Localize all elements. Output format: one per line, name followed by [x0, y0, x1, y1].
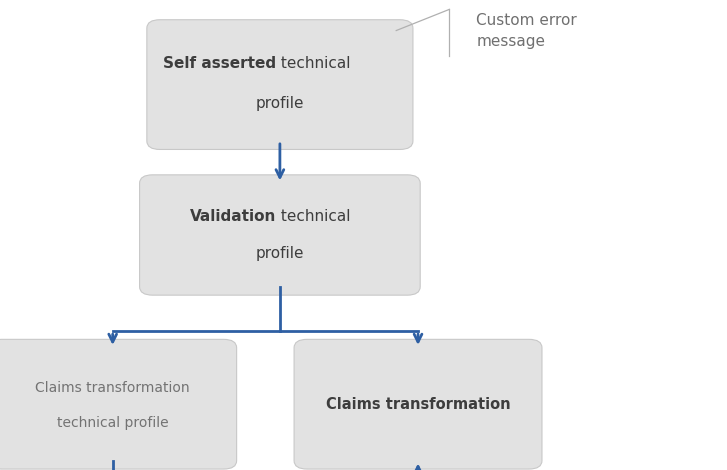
FancyBboxPatch shape [140, 175, 420, 295]
FancyBboxPatch shape [294, 339, 542, 469]
Text: Self asserted: Self asserted [163, 56, 276, 71]
Text: Claims transformation: Claims transformation [36, 381, 190, 395]
Text: technical profile: technical profile [57, 416, 169, 430]
Text: Custom error
message: Custom error message [476, 13, 577, 48]
Text: Validation: Validation [190, 209, 276, 224]
FancyBboxPatch shape [0, 339, 236, 469]
Text: technical: technical [276, 56, 350, 71]
Text: profile: profile [256, 246, 304, 261]
Text: profile: profile [256, 96, 304, 111]
FancyBboxPatch shape [147, 20, 413, 149]
Text: Claims transformation: Claims transformation [326, 397, 510, 412]
Text: technical: technical [276, 209, 350, 224]
